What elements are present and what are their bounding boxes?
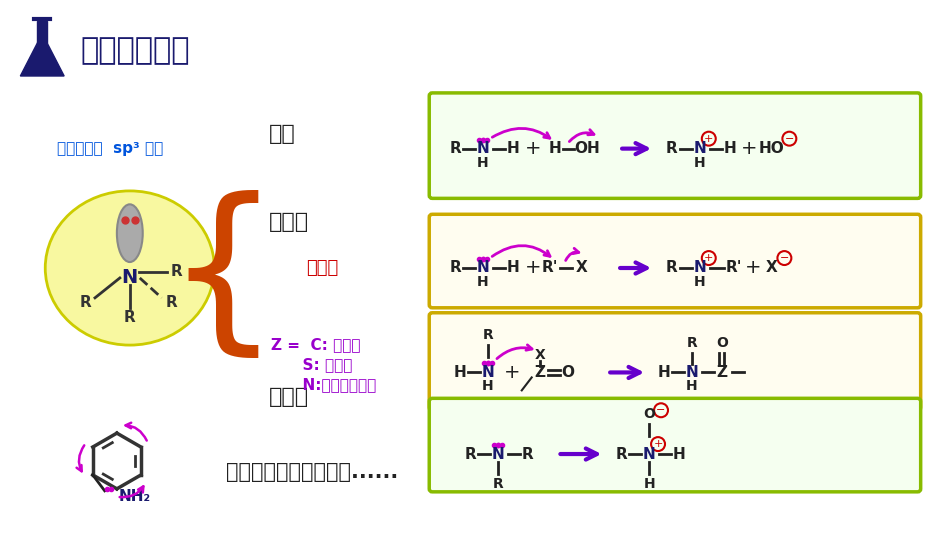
Text: N: N xyxy=(482,365,494,380)
Text: R: R xyxy=(124,310,136,325)
Text: +: + xyxy=(741,139,758,158)
Text: −: − xyxy=(780,253,789,263)
Text: +: + xyxy=(524,258,541,278)
Text: −: − xyxy=(656,405,666,415)
Text: H: H xyxy=(506,261,520,276)
Text: R: R xyxy=(666,141,678,156)
Text: 碱性: 碱性 xyxy=(269,124,295,144)
Text: R: R xyxy=(171,264,182,279)
Text: O: O xyxy=(715,335,728,349)
Polygon shape xyxy=(37,21,48,43)
Text: R': R' xyxy=(726,261,742,276)
FancyBboxPatch shape xyxy=(429,93,921,198)
Text: +: + xyxy=(704,134,713,144)
Text: H: H xyxy=(694,275,706,289)
Text: 孤对电子，  sp³ 轨道: 孤对电子， sp³ 轨道 xyxy=(57,141,163,156)
Text: R: R xyxy=(449,141,461,156)
Text: H: H xyxy=(548,141,560,156)
Text: OH: OH xyxy=(575,141,600,156)
Text: 烃基化: 烃基化 xyxy=(306,259,338,277)
Text: +: + xyxy=(524,139,541,158)
Text: H: H xyxy=(482,379,494,393)
Text: H: H xyxy=(723,141,736,156)
Text: N:与亚硝酸反应: N:与亚硝酸反应 xyxy=(271,377,376,392)
Ellipse shape xyxy=(117,204,142,262)
Text: H: H xyxy=(506,141,520,156)
Text: H: H xyxy=(673,447,685,462)
Text: R: R xyxy=(449,261,461,276)
Text: +: + xyxy=(704,253,713,263)
Text: R: R xyxy=(79,295,91,310)
Text: R: R xyxy=(165,295,178,310)
Text: {: { xyxy=(166,190,281,366)
Text: H: H xyxy=(477,275,488,289)
Text: N: N xyxy=(643,447,656,462)
Text: Z: Z xyxy=(716,365,727,380)
Text: R: R xyxy=(522,447,534,462)
Text: N: N xyxy=(477,141,489,156)
Text: −: − xyxy=(785,134,794,144)
Text: +: + xyxy=(654,439,663,449)
Text: Z =  C: 酰基化: Z = C: 酰基化 xyxy=(271,337,361,352)
Text: R: R xyxy=(492,477,504,491)
Text: R: R xyxy=(465,447,476,462)
Text: R: R xyxy=(687,335,697,349)
Text: R: R xyxy=(666,261,678,276)
Text: N: N xyxy=(122,269,138,287)
Text: 被氧化: 被氧化 xyxy=(269,387,309,407)
Text: 芳环上的亲电取代反应......: 芳环上的亲电取代反应...... xyxy=(226,462,399,482)
Text: 亲核性: 亲核性 xyxy=(269,212,309,232)
Text: HO: HO xyxy=(759,141,785,156)
Text: S: 磺酰化: S: 磺酰化 xyxy=(271,357,352,372)
FancyBboxPatch shape xyxy=(429,313,921,410)
Text: R': R' xyxy=(542,261,558,276)
FancyBboxPatch shape xyxy=(429,215,921,308)
Text: N: N xyxy=(694,261,706,276)
Text: NH₂: NH₂ xyxy=(119,490,151,505)
Ellipse shape xyxy=(46,191,215,345)
Text: N: N xyxy=(491,447,504,462)
Text: H: H xyxy=(454,365,466,380)
Text: X: X xyxy=(534,348,545,362)
Text: +: + xyxy=(504,363,520,382)
Text: X: X xyxy=(576,261,587,276)
Text: 化学性质总论: 化学性质总论 xyxy=(80,36,190,66)
Text: X: X xyxy=(766,261,777,276)
Text: N: N xyxy=(686,365,698,380)
Text: Z: Z xyxy=(534,365,545,380)
Text: R: R xyxy=(616,447,627,462)
Text: N: N xyxy=(694,141,706,156)
Text: H: H xyxy=(657,365,671,380)
Polygon shape xyxy=(20,43,65,76)
Text: R: R xyxy=(483,327,493,342)
Text: N: N xyxy=(477,261,489,276)
Text: H: H xyxy=(643,477,655,491)
Text: +: + xyxy=(746,258,762,278)
Text: H: H xyxy=(686,379,697,393)
Text: O: O xyxy=(643,407,656,421)
Text: H: H xyxy=(477,156,488,170)
Text: O: O xyxy=(561,365,574,380)
Text: H: H xyxy=(694,156,706,170)
FancyBboxPatch shape xyxy=(429,399,921,492)
